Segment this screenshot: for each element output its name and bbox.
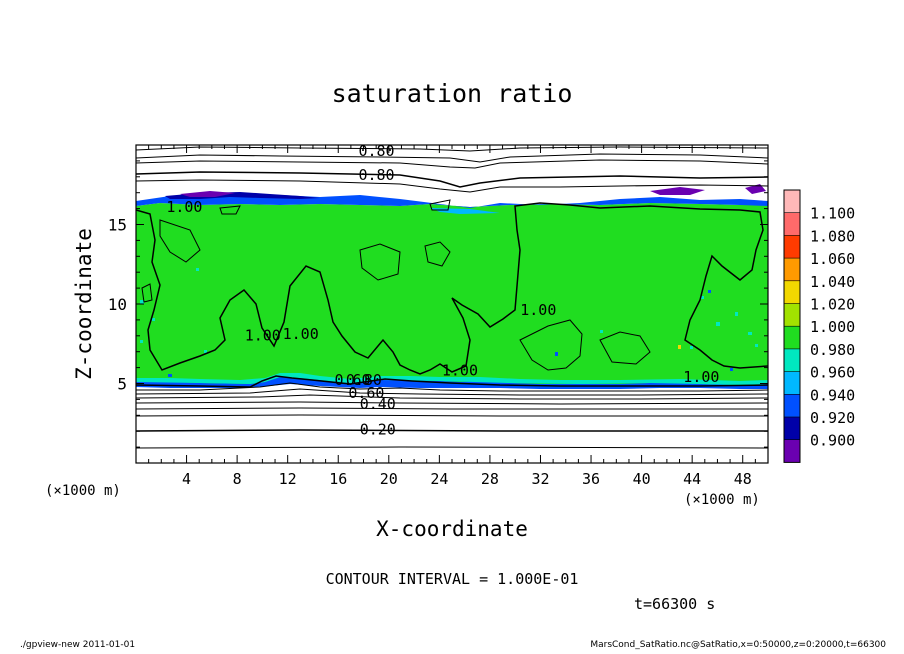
x-tick-label: 24 [430,470,448,488]
colorbar: 1.100 1.080 1.060 1.040 1.020 1.000 0.980 0.960… [783,189,855,463]
x-tick-label: 44 [683,470,701,488]
colorbar-label: 1.020 [810,296,855,314]
contour-line [136,171,768,188]
contour-line [429,199,451,211]
moist-speckle [678,345,681,349]
x-tick-label: 36 [582,470,600,488]
contour-label: 0.80 [346,371,382,389]
colorbar-swatch [784,326,800,349]
contour-line [136,429,768,432]
contour-line [219,205,241,215]
contour-label: 1.00 [166,198,202,216]
contour-label: 1.00 [442,362,478,380]
colorbar-label: 0.920 [810,409,855,427]
contour-label: 0.60 [348,384,384,402]
saturated-region [136,203,768,386]
x-tick-label: 4 [182,470,191,488]
colorbar-label: 1.000 [810,318,855,336]
contour-line [136,159,768,169]
x-tick-label: 20 [380,470,398,488]
colorbar-swatch [784,212,800,236]
upper-purple-patch-2 [650,187,705,195]
contour-line [136,179,768,193]
contour-labels: 0.800.801.001.00 1.001.001.00 1.000.600.80… [166,142,719,438]
blue-speckles [168,290,733,377]
contour-line [136,446,768,449]
colorbar-swatch [784,280,800,304]
colorbar-swatch [784,439,800,463]
upper-purple-patch-1 [180,191,235,197]
colorbar-swatch [784,417,800,440]
time-text: t=66300 s [634,595,715,613]
contour-line [359,243,401,281]
contour-line [136,401,768,405]
colorbar-swatch [784,235,800,259]
colorbar-swatch [784,394,800,417]
colorbar-label: 0.980 [810,341,855,359]
x-tick-label: 48 [734,470,752,488]
colorbar-label: 1.060 [810,250,855,268]
colorbar-label: 0.960 [810,364,855,382]
contour-line [136,394,768,400]
contour-label: 1.00 [283,325,319,343]
contour-line [136,202,768,375]
colorbar-label: 1.040 [810,273,855,291]
footer-left: ./gpview-new 2011-01-01 [20,640,136,650]
y-tick-label: 5 [117,375,127,394]
cyan-speckles [140,268,758,353]
y-tick-label: 15 [108,216,127,235]
upper-purple-patch-3 [745,184,766,194]
y-axis: 5 10 15 [108,160,768,448]
y-axis-label: Z-coordinate [72,228,96,380]
contour-label: 0.80 [358,166,394,184]
contour-label: 0.80 [358,142,394,160]
contour-line [136,388,768,396]
footer-right: MarsCond_SatRatio.nc@SatRatio,x=0:50000,… [590,640,886,650]
contour-label: 1.00 [520,301,556,319]
contour-label: 1.00 [683,368,719,386]
colorbar-label: 0.940 [810,386,855,404]
contour-label: 0.40 [360,395,396,413]
colorbar-label: 1.100 [810,205,855,223]
contour-interval-text: CONTOUR INTERVAL = 1.000E-01 [326,570,579,588]
colorbar-swatch [784,190,800,213]
contour-line [136,407,768,410]
contour-label: 1.00 [245,327,281,345]
x-axis-unit: (×1000 m) [684,492,760,508]
colorbar-swatch [784,348,800,372]
x-tick-label: 32 [531,470,549,488]
contour-line [159,219,201,263]
contour-lines [136,146,768,449]
x-tick-label: 8 [233,470,242,488]
x-axis-label: X-coordinate [376,517,528,541]
contour-line [136,382,768,392]
colorbar-swatch [784,371,800,395]
contour-line [424,241,451,267]
contour-line [519,319,583,371]
contour-line [136,375,768,388]
x-tick-label: 40 [633,470,651,488]
colorbar-label: 1.080 [810,227,855,245]
contour-line [599,331,651,365]
contour-line [141,283,153,303]
contour-label: 0.20 [360,420,396,438]
x-tick-label: 12 [279,470,297,488]
chart-title: saturation ratio [332,79,573,108]
y-tick-label: 10 [108,295,127,314]
contour-line [136,414,768,417]
colorbar-label: 0.900 [810,432,855,450]
contour-line [136,153,768,163]
lower-cyan-band [136,373,768,385]
x-tick-label: 16 [329,470,347,488]
y-axis-unit: (×1000 m) [45,483,121,499]
x-tick-label: 28 [481,470,499,488]
x-axis: 4 8 12 16 20 24 28 32 36 40 44 48 [148,145,756,488]
colorbar-swatch [784,258,800,281]
colorbar-swatch [784,303,800,327]
contour-label: 0.60 [334,371,370,389]
